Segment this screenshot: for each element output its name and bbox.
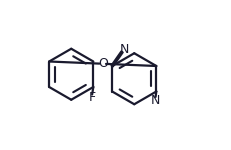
Text: N: N: [151, 94, 160, 107]
Text: F: F: [88, 91, 96, 104]
Text: N: N: [119, 43, 129, 56]
Text: O: O: [98, 57, 108, 70]
